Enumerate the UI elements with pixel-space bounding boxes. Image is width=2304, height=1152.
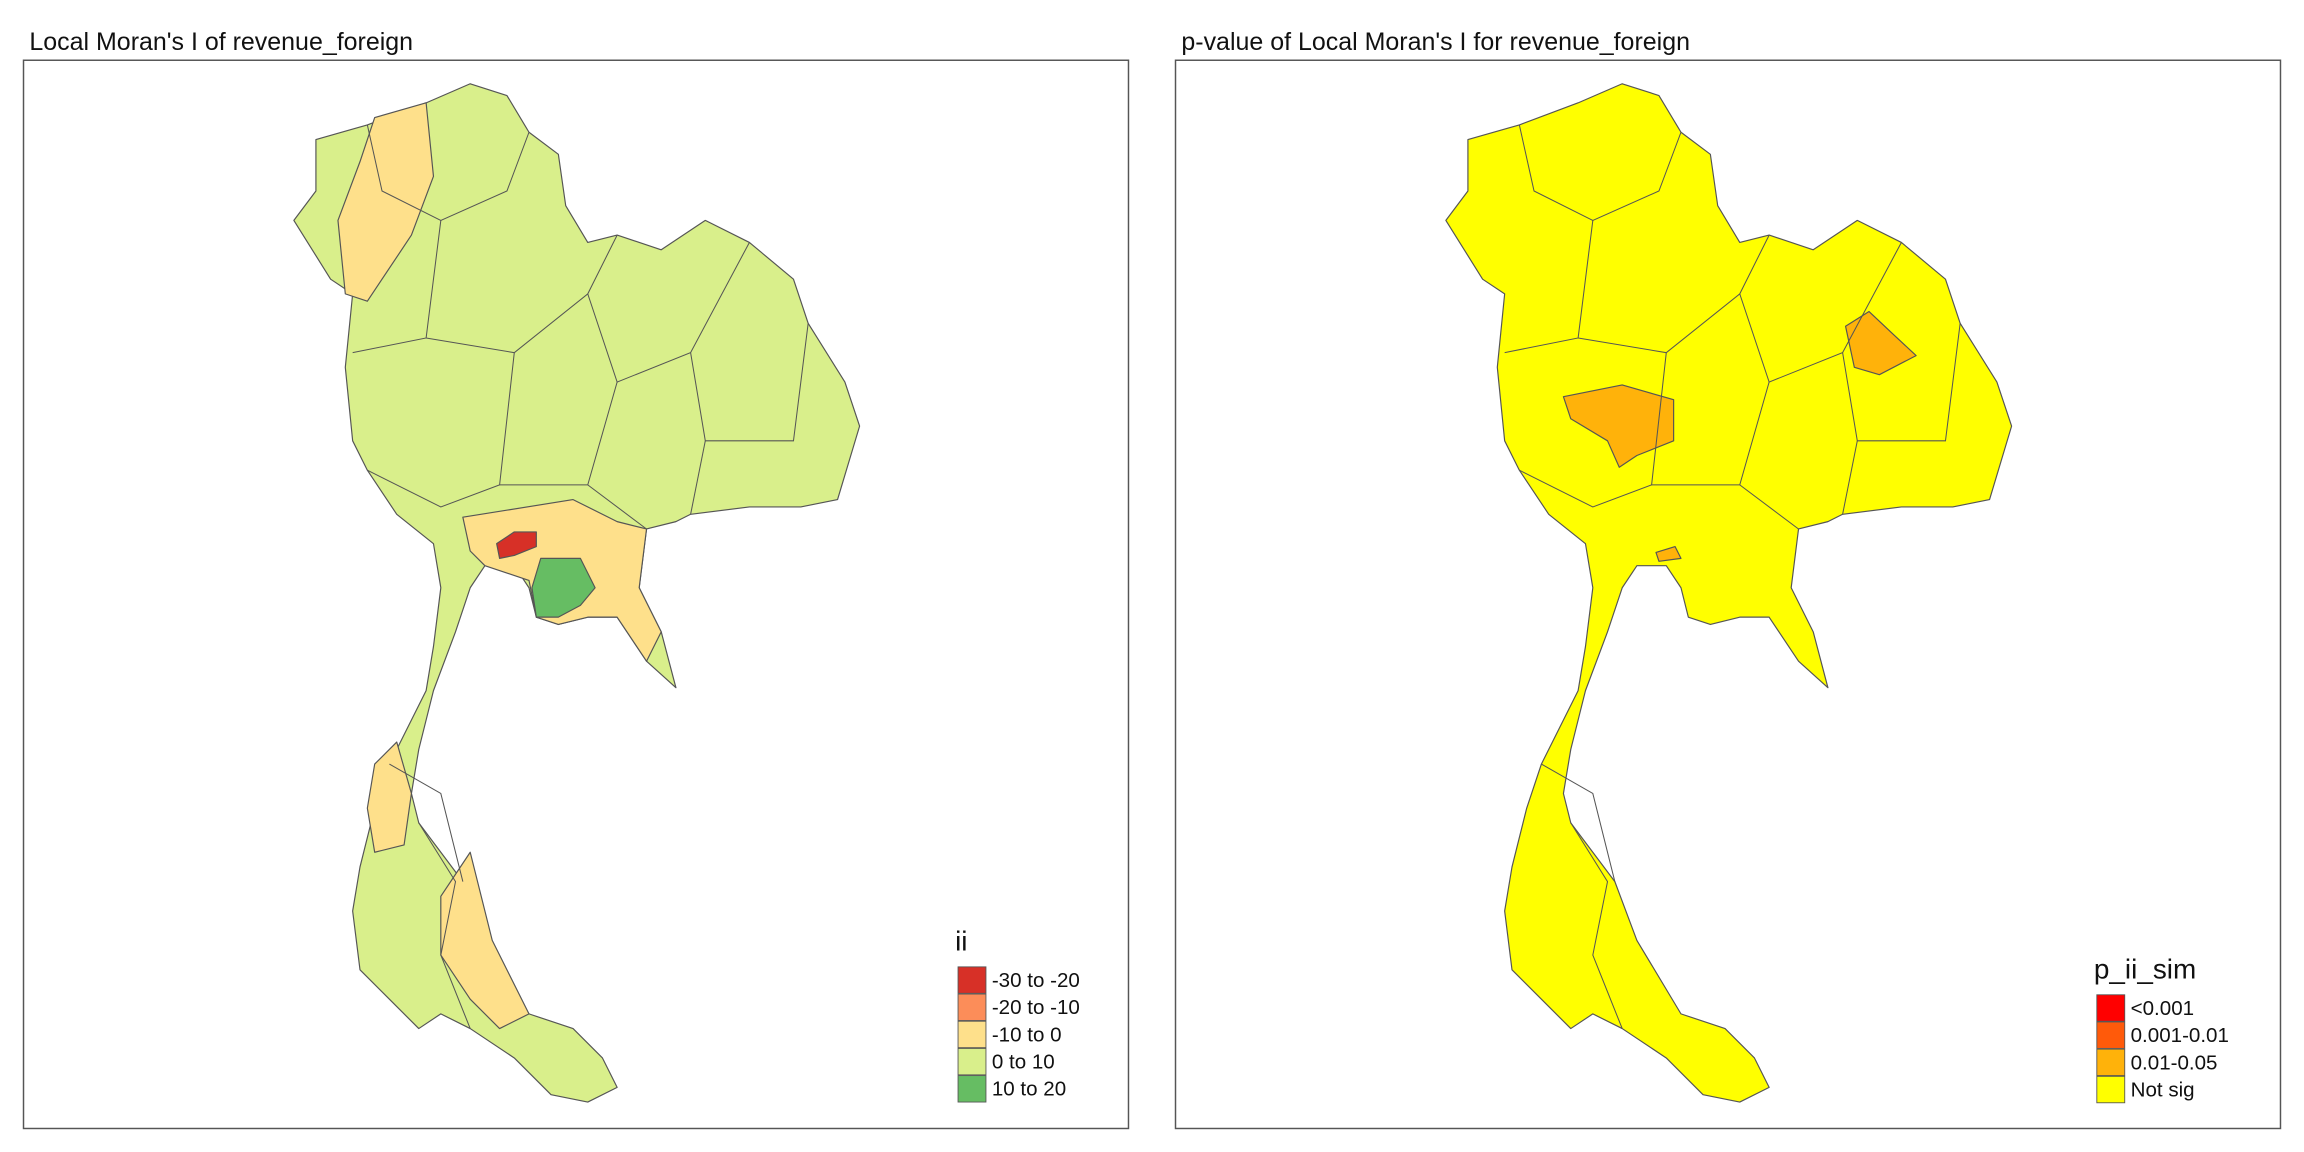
legend-swatch	[957, 993, 987, 1021]
map-frame	[22, 59, 1130, 1130]
region	[337, 102, 435, 302]
region	[1844, 310, 1917, 376]
region	[440, 851, 530, 1030]
map-frame	[1174, 59, 2282, 1130]
legend-swatch	[957, 1020, 987, 1049]
legend-label: -10 to 0	[992, 1023, 1062, 1046]
legend-label: 0 to 10	[992, 1051, 1055, 1074]
legend-swatch	[2096, 1048, 2126, 1077]
map	[1445, 83, 2013, 1103]
legend-label: 10 to 20	[992, 1078, 1066, 1101]
legend-swatch	[2096, 994, 2126, 1022]
map-title: Local Moran's I of revenue_foreign	[29, 28, 413, 56]
legend-title: ii	[955, 926, 967, 957]
legend-swatch	[957, 1075, 987, 1103]
region	[1655, 546, 1682, 562]
legend-label: -20 to -10	[992, 996, 1080, 1019]
region	[366, 741, 413, 853]
legend-label: 0.01-0.05	[2131, 1051, 2218, 1074]
region	[496, 531, 537, 559]
legends: ii -30 to -20 -20 to -10 -10 to 0 0 to 10 10 …	[955, 926, 2229, 1104]
map	[293, 83, 861, 1103]
legend-label: -30 to -20	[992, 969, 1080, 992]
legend-label: <0.001	[2131, 997, 2194, 1020]
legend-label: 0.001-0.01	[2131, 1024, 2229, 1047]
map-title: p-value of Local Moran's I for revenue_f…	[1181, 28, 1690, 56]
legend-swatch	[957, 1047, 987, 1076]
legend-swatch	[2096, 1021, 2126, 1049]
legend-swatch	[2096, 1075, 2126, 1104]
region	[1445, 83, 2013, 1103]
region	[1562, 384, 1675, 468]
legend-swatch	[957, 966, 987, 994]
region	[531, 557, 596, 618]
legend-title: p_ii_sim	[2094, 954, 2196, 985]
legend-label: Not sig	[2131, 1078, 2195, 1101]
